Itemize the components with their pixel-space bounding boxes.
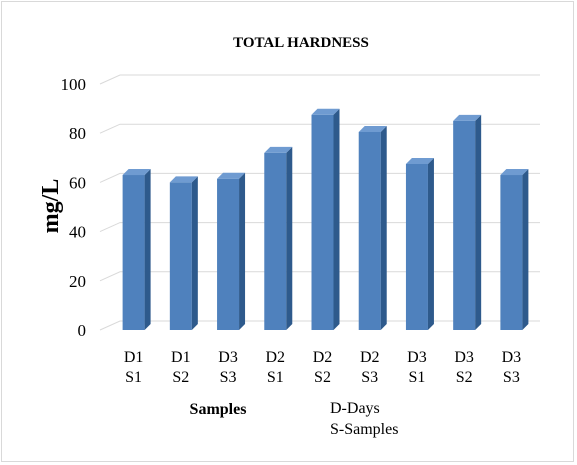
y-tick-label: 80 bbox=[69, 124, 86, 143]
legend-note: D-Days S-Samples bbox=[330, 398, 398, 440]
x-tick-line: D2 bbox=[265, 349, 285, 366]
bar-top bbox=[122, 169, 151, 176]
gridline bbox=[99, 172, 540, 183]
note-samples: S-Samples bbox=[330, 421, 399, 438]
gridline bbox=[99, 74, 540, 85]
bar-side bbox=[380, 125, 387, 330]
bar-top bbox=[264, 146, 293, 153]
bar bbox=[358, 125, 387, 330]
bar bbox=[122, 169, 151, 330]
y-tick-label: 100 bbox=[61, 75, 87, 94]
bar-side bbox=[239, 172, 246, 330]
bar bbox=[311, 108, 340, 330]
bars bbox=[122, 108, 529, 331]
x-tick-label: D3 S3 bbox=[502, 349, 522, 386]
x-tick-line: D3 bbox=[407, 349, 427, 366]
x-tick-line: D2 bbox=[313, 349, 333, 366]
bar-top bbox=[311, 108, 340, 115]
bar bbox=[217, 172, 246, 330]
bar-front bbox=[264, 152, 287, 330]
bar-top bbox=[453, 114, 482, 121]
y-tick-labels: 0 20 40 60 80 100 bbox=[61, 75, 87, 340]
x-tick-label: D2 S3 bbox=[360, 349, 380, 386]
x-tick-line: D3 bbox=[218, 349, 238, 366]
x-tick-line: D3 bbox=[454, 349, 474, 366]
x-tick-line: D3 bbox=[502, 349, 522, 366]
gridline bbox=[99, 123, 540, 134]
x-tick-label: D3 S2 bbox=[454, 349, 474, 386]
x-tick-line: S2 bbox=[172, 369, 189, 386]
chart-title: TOTAL HARDNESS bbox=[233, 35, 369, 51]
note-days: D-Days bbox=[330, 400, 380, 417]
bar-front bbox=[405, 163, 428, 330]
bar bbox=[405, 157, 434, 330]
bar-side bbox=[475, 114, 482, 331]
x-tick-line: D2 bbox=[360, 349, 380, 366]
y-tick-label: 0 bbox=[78, 321, 87, 340]
y-tick-label: 40 bbox=[69, 223, 86, 242]
bar-front bbox=[311, 114, 334, 330]
y-tick-label: 20 bbox=[69, 272, 86, 291]
bar-side bbox=[427, 157, 434, 330]
x-tick-label: D1 S1 bbox=[124, 349, 144, 386]
x-tick-line: S3 bbox=[503, 369, 520, 386]
x-axis-label: Samples bbox=[190, 401, 247, 418]
gridlines bbox=[99, 74, 540, 331]
bar-side bbox=[333, 108, 340, 330]
bar-top bbox=[500, 169, 529, 176]
x-tick-label: D3 S3 bbox=[218, 349, 238, 386]
x-tick-label: D1 S2 bbox=[171, 349, 191, 386]
bar-front bbox=[122, 175, 145, 330]
bar-front bbox=[500, 175, 523, 330]
bar-top bbox=[169, 176, 198, 183]
x-tick-line: D1 bbox=[124, 349, 144, 366]
bar-side bbox=[522, 169, 529, 330]
gridline bbox=[99, 271, 540, 282]
bar-top bbox=[217, 172, 246, 179]
bar-side bbox=[286, 146, 293, 330]
y-axis-label: mg/L bbox=[38, 179, 64, 234]
y-tick-label: 60 bbox=[69, 173, 86, 192]
x-tick-line: S1 bbox=[408, 369, 425, 386]
bar-front bbox=[453, 120, 476, 331]
gridline bbox=[99, 320, 540, 331]
bar bbox=[500, 169, 529, 330]
x-tick-line: S2 bbox=[456, 369, 473, 386]
bar-front bbox=[169, 182, 192, 330]
x-tick-label: D2 S2 bbox=[313, 349, 333, 386]
bar-top bbox=[405, 157, 434, 164]
bar-side bbox=[191, 176, 198, 330]
x-tick-label: D2 S1 bbox=[265, 349, 285, 386]
bar-front bbox=[217, 178, 240, 330]
bar bbox=[453, 114, 482, 331]
x-tick-line: D1 bbox=[171, 349, 191, 366]
x-tick-line: S1 bbox=[267, 369, 284, 386]
bar-top bbox=[358, 125, 387, 132]
x-tick-line: S3 bbox=[220, 369, 237, 386]
bar-side bbox=[144, 169, 151, 330]
bar bbox=[169, 176, 198, 330]
x-tick-label: D3 S1 bbox=[407, 349, 427, 386]
x-tick-line: S1 bbox=[125, 369, 142, 386]
x-tick-line: S2 bbox=[314, 369, 331, 386]
bar-front bbox=[358, 131, 381, 330]
x-tick-line: S3 bbox=[361, 369, 378, 386]
bar bbox=[264, 146, 293, 330]
gridline bbox=[99, 222, 540, 233]
